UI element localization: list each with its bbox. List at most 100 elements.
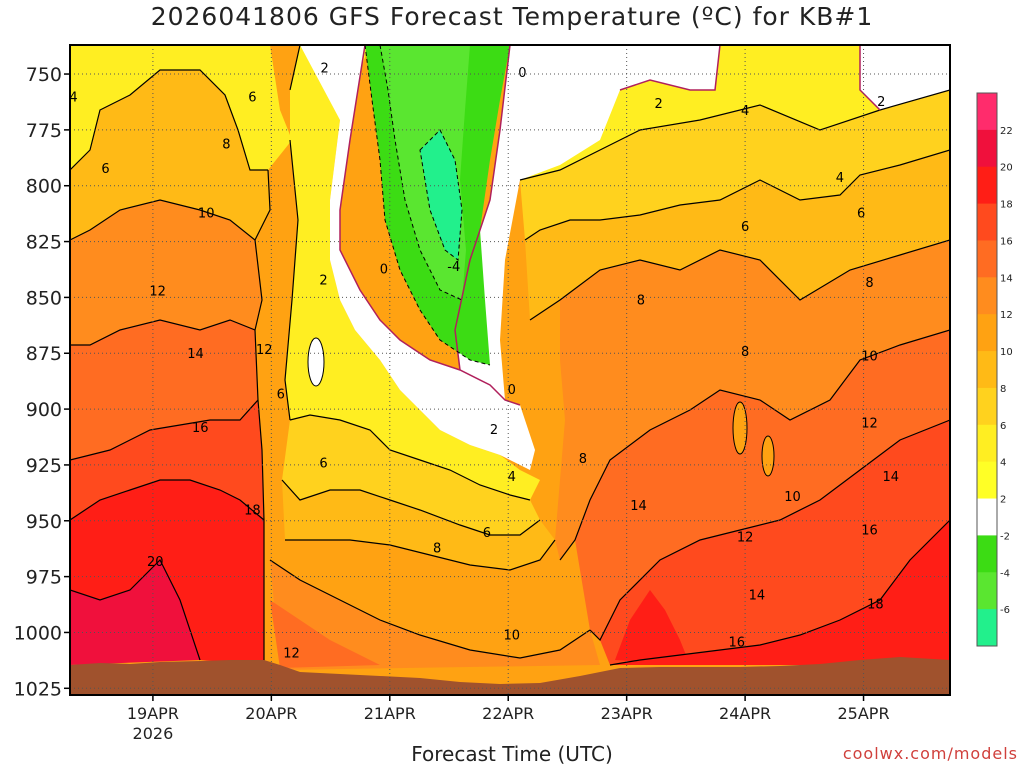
x-tick-year: 2026	[133, 724, 174, 740]
credit-text: coolwx.com/models	[842, 744, 1018, 763]
band-yellow-left	[70, 45, 292, 170]
y-tick-label: 1025	[14, 678, 62, 700]
band-white-zero	[300, 45, 535, 470]
contour-label: 16	[192, 421, 209, 436]
y-tick-label: 975	[26, 567, 62, 589]
colorbar-label: -2	[1000, 531, 1010, 542]
contour-label: 6	[248, 90, 256, 105]
contour-label: 20	[147, 555, 164, 570]
plot-frame	[69, 44, 951, 696]
colorbar-label: 22	[1000, 126, 1013, 137]
contour-label: 4	[741, 104, 749, 119]
contour-label: 12	[861, 416, 878, 431]
band-18-right	[610, 520, 950, 665]
colorbar-label: 4	[1000, 458, 1006, 469]
colorbar-swatch	[977, 203, 997, 241]
x-tick-label: 22APR	[482, 704, 534, 723]
negative-contours	[364, 45, 491, 366]
contour-labels: 46681012141618201262206120-4024681088142…	[69, 61, 900, 662]
contour-label: 0	[518, 66, 526, 81]
contour-label: 4	[508, 470, 516, 485]
contour-label: 10	[784, 490, 801, 505]
contour-label: 8	[579, 452, 587, 467]
colorbar-label: -4	[1000, 568, 1010, 579]
band-12-14-right	[575, 330, 950, 640]
x-tick-label: 23APR	[601, 704, 653, 723]
contour-label: 12	[283, 647, 300, 662]
band-4-8-left	[70, 70, 270, 240]
colorbar-swatch	[977, 609, 997, 647]
contour-label: 10	[198, 207, 215, 222]
colorbar-label: 10	[1000, 347, 1013, 358]
plot-area: 46681012141618201262206120-4024681088142…	[69, 45, 950, 695]
contour-lines	[70, 45, 950, 666]
band-12-14-left	[70, 320, 258, 460]
y-tick-label: 850	[26, 287, 62, 309]
colorbar-swatch	[977, 424, 997, 463]
x-tick-label: 19APR	[127, 704, 179, 723]
colorbar-swatch	[977, 498, 997, 536]
x-tick-label: 24APR	[719, 704, 771, 723]
contour-label: 16	[729, 635, 746, 650]
contour-label: 8	[222, 137, 230, 152]
colorbar-swatch	[977, 129, 997, 168]
contour-label: 12	[737, 530, 754, 545]
band-10-12-right	[555, 240, 950, 560]
x-axis-title: Forecast Time (UTC)	[411, 742, 613, 766]
band-10-left	[70, 200, 262, 345]
band-4-6-right	[520, 90, 950, 240]
band-22-left	[70, 560, 200, 665]
band-6-8-mid	[282, 480, 555, 570]
colorbar-swatch	[977, 314, 997, 352]
contour-label: 6	[857, 207, 865, 222]
contour-label: 16	[861, 524, 878, 539]
contour-label: 2	[321, 61, 329, 76]
contour-label: 0	[508, 383, 516, 398]
band-4-6-mid	[282, 415, 540, 535]
band-10-bubble2	[761, 435, 775, 477]
colorbar-swatch	[977, 461, 997, 500]
contour-label: 14	[883, 470, 900, 485]
band-20-left	[70, 480, 264, 665]
contour-label: 14	[630, 499, 647, 514]
contour-label: 4	[69, 90, 77, 105]
colorbar-frame	[976, 92, 998, 647]
colorbar-label: 8	[1000, 384, 1006, 395]
contour-label: 2	[490, 423, 498, 438]
y-axis: 750 775 800 825 850 875 900 925 950 975 1000 1025	[14, 64, 70, 700]
colorbar-swatch	[977, 535, 997, 573]
contour-label: 8	[865, 276, 873, 291]
y-tick-label: 925	[26, 455, 62, 477]
contour-label: 6	[741, 220, 749, 235]
y-tick-label: 950	[26, 511, 62, 533]
band-white-right	[455, 45, 720, 400]
colorbar-label: 18	[1000, 200, 1013, 211]
band-16-18-left	[70, 400, 264, 520]
y-tick-label: 875	[26, 343, 62, 365]
colorbar-swatch	[977, 93, 997, 131]
contour-label: 14	[749, 588, 766, 603]
colorbar-swatch	[977, 277, 997, 315]
contour-label: 8	[637, 294, 645, 309]
band-white-right2	[860, 45, 950, 110]
contour-label: 12	[256, 343, 273, 358]
colorbar-label: 6	[1000, 421, 1006, 432]
chart-title: 2026041806 GFS Forecast Temperature (ºC)…	[150, 2, 874, 31]
contour-label: 10	[861, 349, 878, 364]
contour-label: 2	[319, 274, 327, 289]
band-18-patch	[615, 590, 690, 665]
contour-label: -4	[447, 260, 460, 275]
contour-label: 18	[867, 597, 884, 612]
band-10-bubble	[732, 401, 748, 455]
contour-label: 18	[244, 504, 261, 519]
y-tick-label: 750	[26, 64, 62, 86]
contour-label: 8	[433, 542, 441, 557]
contour-label: 6	[277, 387, 285, 402]
x-gridlines	[152, 45, 865, 695]
contour-label: 2	[877, 95, 885, 110]
colorbar: 22 20 18 16 14 12 10 8 6 4 2 -2 -4 -6	[976, 92, 1013, 647]
colorbar-swatch	[977, 351, 997, 389]
colorbar-label: 14	[1000, 273, 1013, 284]
band-surface-warm-mid	[270, 560, 600, 670]
